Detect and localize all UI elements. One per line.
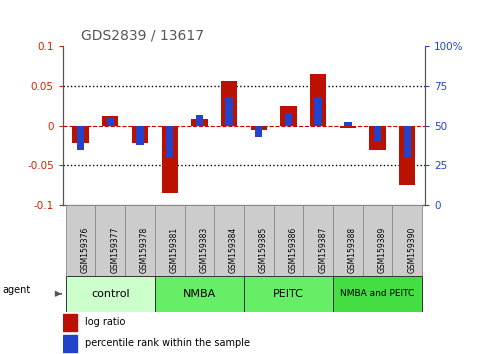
Text: agent: agent: [2, 285, 30, 295]
Bar: [273, 205, 303, 276]
Bar: [161, 126, 178, 193]
Bar: [185, 205, 214, 276]
Bar: [255, 126, 262, 137]
Bar: [310, 74, 327, 126]
Bar: [63, 335, 77, 352]
Bar: [340, 126, 356, 128]
Bar: [66, 276, 155, 312]
Text: GSM159378: GSM159378: [140, 226, 149, 273]
Bar: [132, 126, 148, 143]
Bar: [369, 126, 386, 149]
Bar: [344, 122, 352, 126]
Bar: [280, 106, 297, 126]
Text: GSM159389: GSM159389: [378, 226, 386, 273]
Text: GSM159383: GSM159383: [199, 226, 208, 273]
Bar: [214, 205, 244, 276]
Bar: [107, 118, 114, 126]
Bar: [314, 97, 322, 126]
Text: NMBA and PEITC: NMBA and PEITC: [341, 289, 415, 298]
Bar: [244, 205, 273, 276]
Bar: [285, 113, 292, 126]
Bar: [155, 205, 185, 276]
Bar: [66, 205, 96, 276]
Bar: [333, 205, 363, 276]
Text: PEITC: PEITC: [273, 289, 304, 299]
Bar: [196, 114, 203, 126]
Bar: [96, 205, 125, 276]
Text: GSM159386: GSM159386: [288, 226, 298, 273]
Text: NMBA: NMBA: [183, 289, 216, 299]
Bar: [303, 205, 333, 276]
Bar: [374, 126, 381, 142]
Bar: [155, 276, 244, 312]
Bar: [244, 276, 333, 312]
Text: GSM159377: GSM159377: [110, 226, 119, 273]
Bar: [333, 276, 422, 312]
Bar: [63, 314, 77, 331]
Text: GSM159384: GSM159384: [229, 226, 238, 273]
Text: log ratio: log ratio: [85, 317, 125, 327]
Text: GSM159388: GSM159388: [348, 227, 357, 273]
Bar: [136, 126, 144, 145]
Bar: [125, 205, 155, 276]
Bar: [166, 126, 173, 158]
Text: GSM159387: GSM159387: [318, 226, 327, 273]
Bar: [77, 126, 85, 149]
Text: percentile rank within the sample: percentile rank within the sample: [85, 338, 250, 348]
Text: GSM159376: GSM159376: [81, 226, 90, 273]
Text: control: control: [91, 289, 129, 299]
Bar: [363, 205, 392, 276]
Bar: [403, 126, 411, 158]
Text: GSM159385: GSM159385: [259, 226, 268, 273]
Bar: [251, 126, 267, 130]
Bar: [191, 119, 208, 126]
Bar: [399, 126, 415, 185]
Bar: [221, 81, 237, 126]
Text: GDS2839 / 13617: GDS2839 / 13617: [81, 28, 204, 42]
Bar: [226, 97, 233, 126]
Bar: [102, 116, 118, 126]
Text: GSM159390: GSM159390: [407, 226, 416, 273]
Text: GSM159381: GSM159381: [170, 227, 179, 273]
Bar: [392, 205, 422, 276]
Bar: [72, 126, 89, 143]
